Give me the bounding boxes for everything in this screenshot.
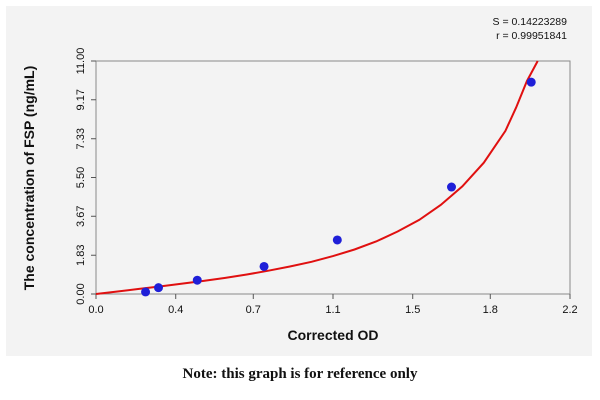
y-axis: 0.00 1.83 3.67 5.50 7.33 9.17 11.00	[75, 48, 96, 305]
chart-panel	[6, 6, 592, 356]
x-tick-label: 0.7	[246, 304, 261, 316]
data-points	[141, 77, 536, 297]
data-point	[141, 287, 151, 297]
x-tick-label: 0.4	[168, 304, 183, 316]
x-axis-label: Corrected OD	[287, 327, 378, 343]
correlation-stat: r = 0.99951841	[496, 30, 567, 42]
data-point	[153, 283, 163, 293]
data-point	[332, 235, 342, 245]
plot-area	[95, 60, 571, 295]
reference-note: Note: this graph is for reference only	[182, 366, 418, 382]
y-tick-label: 0.00	[75, 283, 87, 304]
x-axis: 0.0 0.4 0.7 1.1 1.5 1.8 2.2	[88, 294, 578, 316]
x-tick-label: 2.2	[562, 304, 577, 316]
y-tick-label: 3.67	[75, 206, 87, 227]
y-tick-label: 7.33	[75, 128, 87, 149]
data-point	[259, 261, 269, 271]
y-axis-label: The concentration of FSP (ng/mL)	[21, 66, 37, 291]
y-tick-label: 11.00	[75, 48, 87, 75]
y-tick-label: 5.50	[75, 167, 87, 188]
x-tick-label: 1.1	[325, 304, 340, 316]
x-tick-label: 1.5	[405, 304, 420, 316]
y-tick-label: 1.83	[75, 245, 87, 266]
slope-stat: S = 0.14223289	[493, 16, 568, 28]
data-point	[447, 182, 456, 192]
data-point	[192, 275, 202, 285]
y-tick-label: 9.17	[75, 89, 87, 110]
data-point	[526, 77, 536, 87]
x-tick-label: 0.0	[88, 304, 103, 316]
x-tick-label: 1.8	[483, 304, 498, 316]
fit-curve-line	[95, 60, 539, 295]
